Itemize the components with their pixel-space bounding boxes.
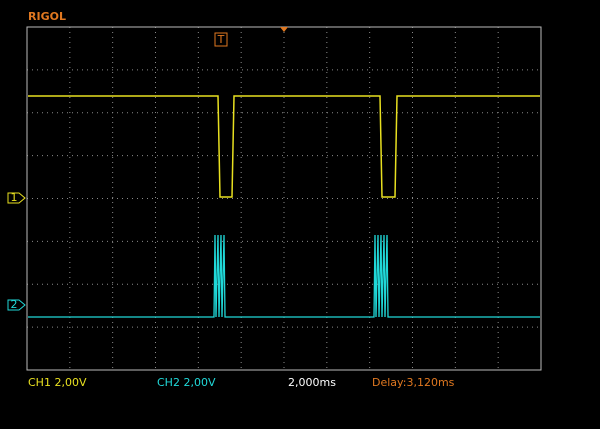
ch2-scale: CH2 2,00V (157, 376, 216, 389)
grid (27, 27, 541, 370)
timebase: 2,000ms (288, 376, 336, 389)
trigger-marker: T (217, 33, 225, 46)
ch1-scale: CH1 2,00V (28, 376, 87, 389)
ch2-marker-box (7, 299, 26, 311)
ch1-trace (28, 95, 540, 198)
ch2-trace (28, 234, 540, 318)
brand: RIGOL (28, 10, 66, 23)
ch2-marker: 2 (11, 298, 18, 311)
trigger-position (280, 27, 288, 32)
ch1-marker: 1 (11, 191, 18, 204)
trigger-marker-box (214, 32, 228, 47)
ch1-marker-box (7, 192, 26, 204)
delay: Delay:3,120ms (372, 376, 455, 389)
